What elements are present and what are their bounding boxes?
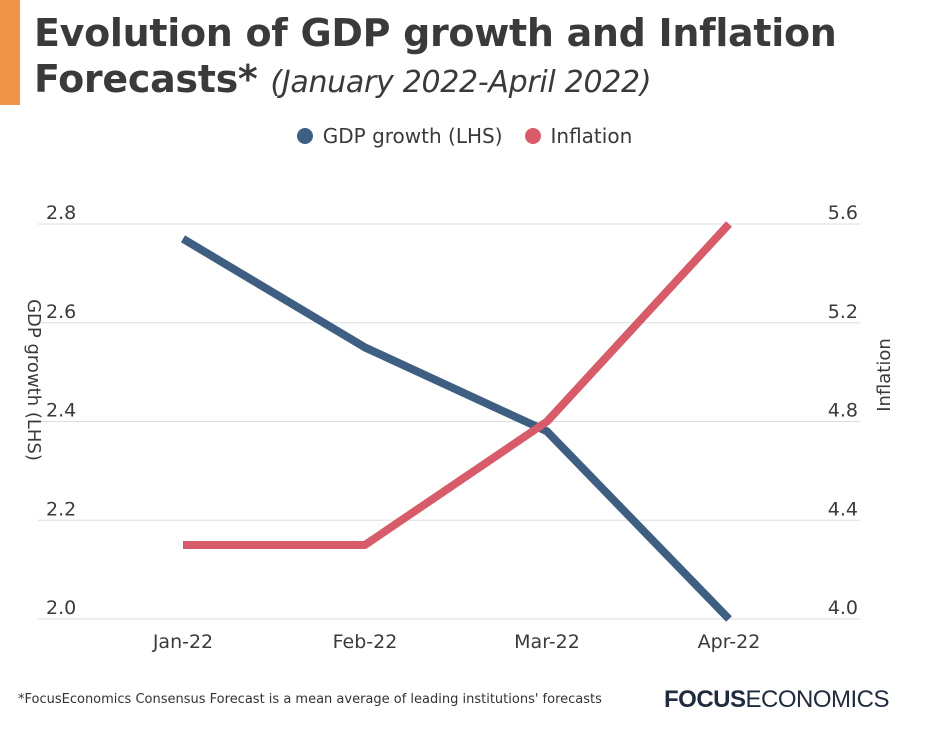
series-lines xyxy=(180,221,732,622)
chart-subtitle: (January 2022-April 2022) xyxy=(270,65,652,100)
legend-item-inflation[interactable]: Inflation xyxy=(524,124,633,148)
gdp-growth-line xyxy=(180,235,732,622)
gridlines xyxy=(38,223,860,620)
right-tick-label: 4.0 xyxy=(828,597,858,619)
footnote: *FocusEconomics Consensus Forecast is a … xyxy=(18,692,602,707)
right-tick-label: 4.8 xyxy=(828,400,858,422)
logo-bold: FOCUS xyxy=(663,686,746,713)
left-tick-label: 2.6 xyxy=(46,301,76,323)
x-tick-label: Feb-22 xyxy=(333,631,398,653)
legend: GDP growth (LHS) Inflation xyxy=(0,124,929,148)
focus-economics-logo: FOCUSECONOMICS xyxy=(663,686,890,714)
right-tick-label: 5.6 xyxy=(828,202,858,224)
x-tick-label: Jan-22 xyxy=(152,631,213,653)
legend-label-inflation: Inflation xyxy=(550,124,633,148)
legend-marker-gdp xyxy=(296,128,313,144)
left-tick-label: 2.4 xyxy=(46,400,76,422)
left-tick-label: 2.2 xyxy=(46,498,76,520)
left-tick-label: 2.8 xyxy=(46,202,76,224)
x-axis-ticks: Jan-22 Feb-22 Mar-22 Apr-22 xyxy=(152,631,761,653)
logo-light: ECONOMICS xyxy=(745,686,889,713)
right-tick-label: 4.4 xyxy=(828,498,858,520)
accent-bar xyxy=(0,0,20,105)
left-tick-label: 2.0 xyxy=(46,597,76,619)
legend-item-gdp[interactable]: GDP growth (LHS) xyxy=(296,124,503,148)
right-axis-ticks: 5.6 5.2 4.8 4.4 4.0 xyxy=(828,202,858,619)
chart-title-text: Evolution of GDP growth and Inflation Fo… xyxy=(34,11,837,101)
legend-label-gdp: GDP growth (LHS) xyxy=(322,124,503,148)
legend-marker-inflation xyxy=(524,128,541,144)
right-tick-label: 5.2 xyxy=(828,301,858,323)
left-axis-label: GDP growth (LHS) xyxy=(23,299,44,461)
chart-title: Evolution of GDP growth and Inflation Fo… xyxy=(34,10,914,106)
inflation-line xyxy=(183,221,732,549)
right-axis-label: Inflation xyxy=(874,338,895,412)
x-tick-label: Apr-22 xyxy=(698,631,761,653)
left-axis-ticks: 2.8 2.6 2.4 2.2 2.0 xyxy=(46,202,76,619)
x-tick-label: Mar-22 xyxy=(514,631,580,653)
